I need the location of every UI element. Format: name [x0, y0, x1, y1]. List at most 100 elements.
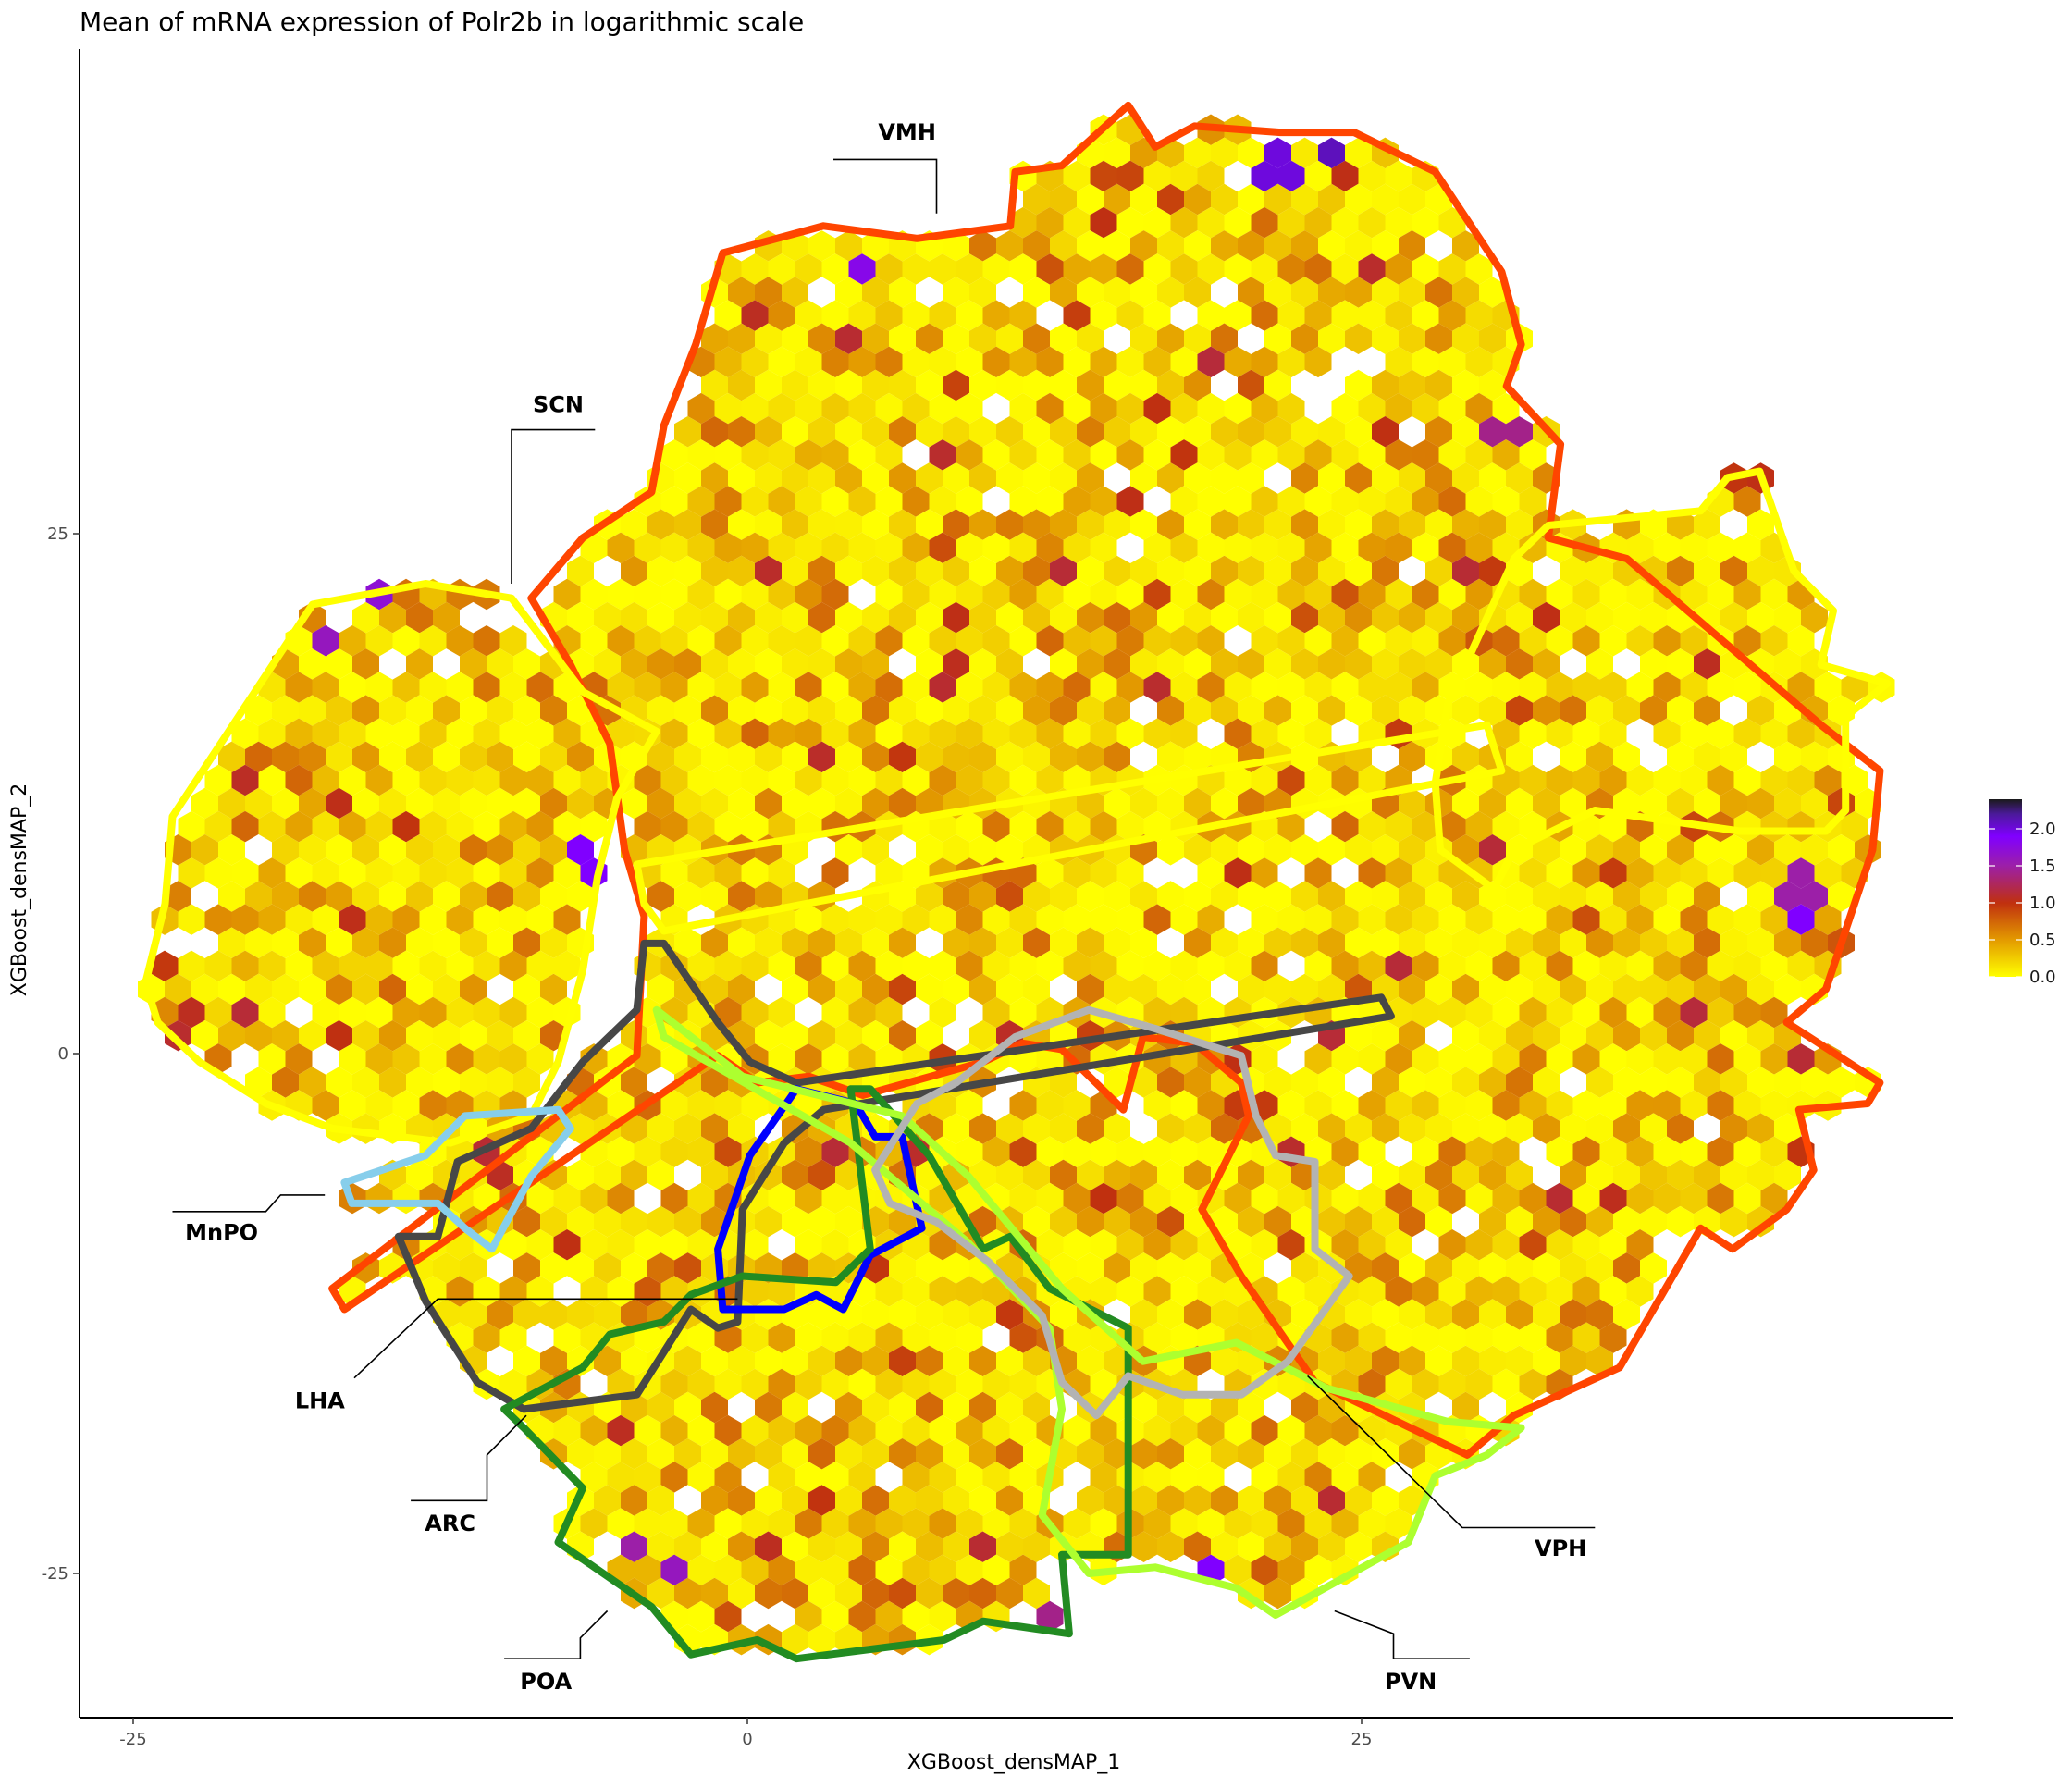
hex-bin: [1533, 1067, 1560, 1098]
hex-bin: [540, 695, 567, 726]
hex-bin: [1479, 1159, 1506, 1191]
hex-bin: [1143, 904, 1171, 935]
hex-bin: [1009, 1322, 1037, 1353]
hex-bin: [1653, 904, 1681, 935]
hex-bin: [1399, 1345, 1425, 1377]
hex-bin: [1090, 253, 1117, 285]
hex-bin: [1546, 764, 1573, 796]
hex-bin: [526, 857, 554, 889]
hex-bin: [1304, 950, 1332, 982]
hex-bin: [1331, 1090, 1359, 1121]
hex-bin: [1452, 1113, 1479, 1144]
hex-bin: [1345, 1299, 1372, 1330]
hex-bin: [1479, 787, 1506, 820]
hex-bin: [701, 1438, 728, 1470]
hex-bin: [1264, 881, 1291, 912]
hex-bin: [1170, 996, 1198, 1029]
hex-bin: [1519, 1090, 1547, 1121]
hex-bin: [1667, 1020, 1694, 1052]
hex-bin: [1291, 462, 1318, 494]
hex-bin: [648, 555, 674, 587]
hex-bin: [768, 1554, 796, 1586]
hex-bin: [1063, 950, 1091, 982]
hex-bin: [1211, 462, 1238, 494]
hex-bin: [1238, 695, 1264, 726]
hex-bin: [312, 1090, 339, 1121]
hex-bin: [312, 810, 339, 843]
hex-bin: [1291, 1485, 1318, 1516]
hex-bin: [1304, 1508, 1332, 1539]
hex-bin: [1358, 486, 1386, 517]
hex-bin: [365, 810, 393, 843]
hex-bin: [1170, 672, 1198, 703]
hex-bin: [473, 904, 500, 935]
hex-bin: [258, 764, 286, 796]
hex-bin: [1640, 601, 1667, 634]
hex-bin: [1774, 601, 1801, 634]
hex-bin: [956, 1414, 983, 1447]
hex-bin: [782, 741, 808, 773]
hex-bin: [1385, 160, 1412, 192]
hex-bin: [1157, 1391, 1184, 1424]
hex-bin: [1238, 787, 1264, 820]
hex-bin: [969, 1020, 996, 1052]
hex-bin: [567, 555, 594, 587]
hex-bin: [755, 695, 782, 726]
hex-bin: [1626, 764, 1654, 796]
region-outline-scn: [142, 580, 660, 1147]
hex-bin: [714, 1090, 742, 1121]
hex-bin: [795, 578, 822, 610]
hex-bin: [1412, 1182, 1439, 1215]
hex-bin: [1412, 672, 1439, 703]
hex-bin: [1077, 230, 1104, 262]
hex-bin: [755, 1531, 782, 1562]
hex-bin: [768, 1322, 796, 1353]
hex-bin: [755, 323, 782, 354]
hex-bin: [701, 369, 728, 401]
hex-bin: [1774, 741, 1801, 773]
hex-bin: [929, 1322, 956, 1353]
hex-bin: [621, 1067, 648, 1098]
hex-bin: [701, 881, 728, 912]
hex-bin: [1251, 1229, 1278, 1261]
hex-bin: [392, 857, 420, 889]
hex-bin: [1345, 277, 1372, 308]
hex-bin: [1733, 1182, 1761, 1215]
hex-bin: [782, 462, 808, 494]
hex-bin: [272, 1020, 299, 1052]
hex-bin: [996, 1159, 1023, 1191]
hex-bin: [1130, 973, 1157, 1005]
hex-bin: [1586, 881, 1613, 912]
hex-bin: [916, 973, 943, 1005]
hex-bin: [1009, 439, 1037, 471]
hex-bin: [687, 439, 715, 471]
hex-bin: [607, 1136, 635, 1167]
hex-bin: [982, 996, 1010, 1029]
hex-bin: [580, 1229, 608, 1261]
hex-bin: [1224, 1508, 1252, 1539]
hex-bin: [1277, 346, 1305, 378]
hex-bin: [969, 927, 996, 958]
hex-bin: [1331, 1136, 1359, 1167]
hex-bin: [1345, 648, 1372, 680]
hex-bin: [1626, 625, 1654, 657]
hex-bin: [513, 1020, 540, 1052]
hex-bin: [1372, 927, 1399, 958]
hex-bin: [326, 834, 352, 866]
hex-bin: [1197, 439, 1225, 471]
hex-bin: [674, 555, 701, 587]
hex-bin: [1104, 973, 1130, 1005]
hex-bin: [1251, 904, 1278, 935]
hex-bin: [1385, 1182, 1412, 1215]
hex-bin: [728, 1485, 755, 1516]
hex-bin: [1157, 1252, 1184, 1284]
hex-bin: [1787, 718, 1815, 749]
hex-bin: [1560, 787, 1586, 820]
hex-bin: [1090, 346, 1117, 378]
hex-bin: [1304, 1554, 1332, 1586]
hex-bin: [1533, 695, 1560, 726]
hex-bin: [1036, 1229, 1064, 1261]
hex-bin: [943, 1113, 969, 1144]
hex-bin: [1358, 160, 1386, 192]
